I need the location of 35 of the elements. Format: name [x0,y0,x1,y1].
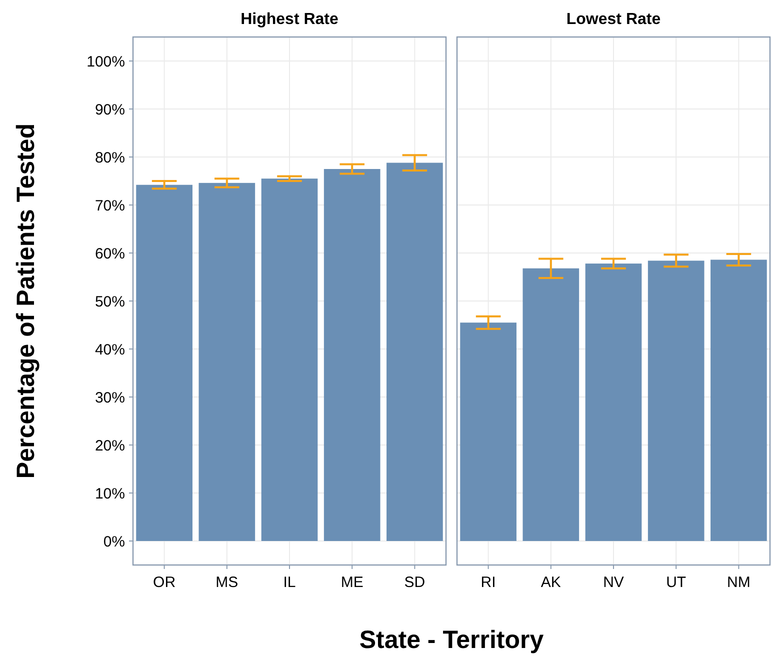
bar [460,322,516,541]
y-tick-label: 100% [86,53,125,70]
bar [136,184,192,541]
x-tick-label: RI [480,574,496,591]
y-tick-label: 40% [94,341,125,358]
chart-title: Highest Rate [240,11,338,28]
y-tick-label: 30% [94,389,125,406]
y-tick-label: 0% [103,533,125,550]
chart-title: Lowest Rate [566,11,661,28]
x-tick-label: NM [727,574,750,591]
x-tick-label: SD [404,574,426,591]
x-tick-label: OR [153,574,176,591]
bar [198,182,256,541]
x-tick-label: AK [540,574,561,591]
y-tick-label: 90% [94,101,125,118]
bar [324,169,380,541]
x-tick-label: MS [216,574,238,591]
bar [386,162,443,541]
bar [522,268,580,541]
bar [648,260,704,541]
x-tick-label: NV [603,574,624,591]
y-tick-label: 50% [94,293,125,310]
bar [261,178,318,541]
bar [710,260,767,541]
x-tick-label: UT [666,574,686,591]
y-axis-title: Percentage of Patients Tested [12,123,40,479]
y-tick-label: 60% [94,245,125,262]
y-tick-label: 80% [94,149,125,166]
x-tick-label: IL [283,574,296,591]
x-tick-label: ME [340,574,364,591]
y-tick-label: 70% [94,197,125,214]
x-axis-title: State - Territory [359,626,544,654]
y-tick-label: 10% [94,485,125,502]
bar [585,264,642,541]
y-tick-label: 20% [94,437,125,454]
